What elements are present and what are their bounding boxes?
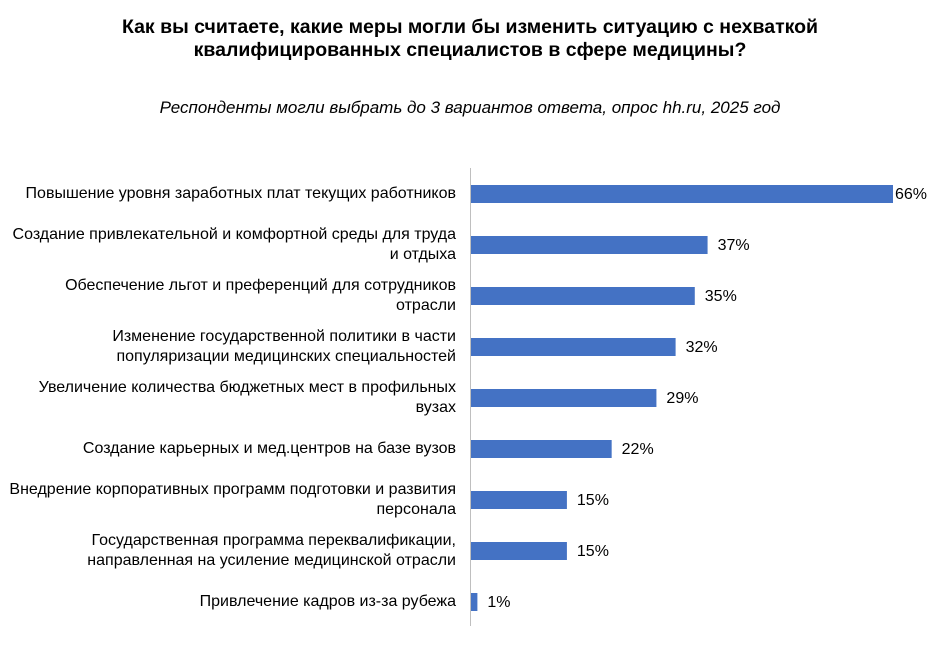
value-label: 1% <box>487 594 510 611</box>
bar <box>471 542 567 560</box>
value-label: 15% <box>577 543 609 560</box>
bar <box>471 593 478 611</box>
value-label: 29% <box>666 390 698 407</box>
bar <box>471 389 657 407</box>
category-label: Повышение уровня заработных плат текущих… <box>25 185 456 202</box>
value-label: 32% <box>686 339 718 356</box>
chart-title: Как вы считаете, какие меры могли бы изм… <box>121 16 819 61</box>
category-label: Внедрение корпоративных программ подгото… <box>9 481 456 518</box>
bar <box>471 338 676 356</box>
value-label: 35% <box>705 288 737 305</box>
chart-subtitle: Респонденты могли выбрать до 3 вариантов… <box>159 98 781 117</box>
category-label: Обеспечение льгот и преференций для сотр… <box>65 277 456 314</box>
category-label: Государственная программа переквалификац… <box>87 532 456 569</box>
bar <box>471 185 893 203</box>
category-label: Увеличение количества бюджетных мест в п… <box>38 379 456 416</box>
category-label: Изменение государственной политики в час… <box>112 328 456 365</box>
bar <box>471 236 708 254</box>
bar <box>471 491 567 509</box>
value-label: 15% <box>577 492 609 509</box>
value-label: 22% <box>622 441 654 458</box>
category-label: Привлечение кадров из-за рубежа <box>199 593 456 610</box>
bar <box>471 287 695 305</box>
bar <box>471 440 612 458</box>
category-label: Создание привлекательной и комфортной ср… <box>12 226 456 263</box>
value-label: 66% <box>895 186 927 203</box>
value-label: 37% <box>718 237 750 254</box>
category-label: Создание карьерных и мед.центров на базе… <box>82 440 456 457</box>
